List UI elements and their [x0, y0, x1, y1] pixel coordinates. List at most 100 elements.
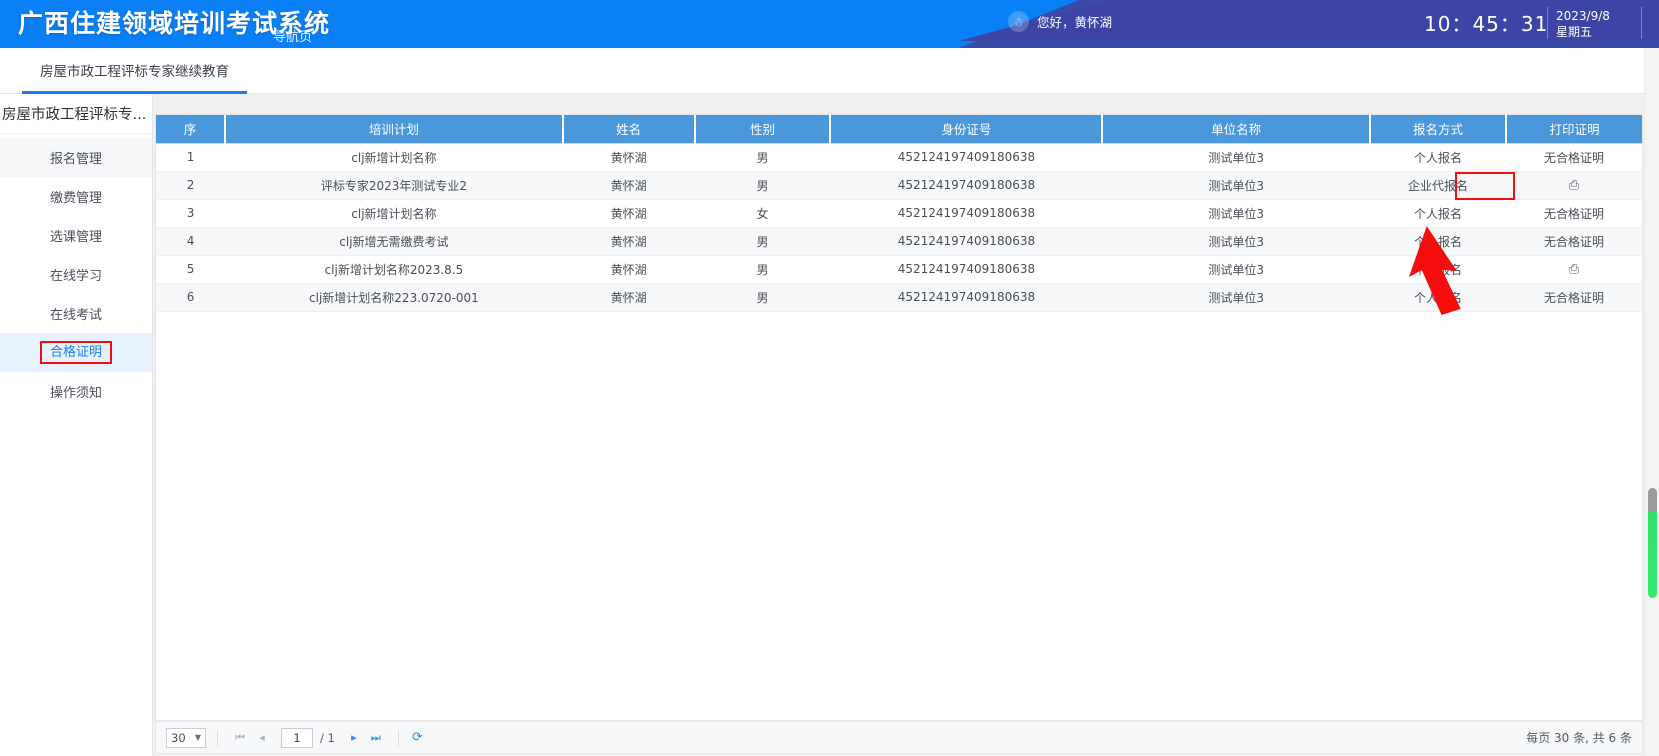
cell-registration-type: 企业代报名 [1370, 171, 1506, 200]
column-header-print: 打印证明 [1505, 115, 1642, 144]
cell-training-plan: clj新增计划名称223.0720-001 [225, 283, 563, 312]
cell-training-plan: clj新增计划名称 [225, 143, 563, 172]
table-row: 2 评标专家2023年测试专业2 黄怀湖男 452124197409180638 测试单… [156, 171, 1642, 200]
sidebar-item-online-exam[interactable]: 在线考试 [0, 294, 152, 333]
column-header-id: 身份证号 [830, 115, 1104, 144]
cell-seq: 5 [156, 255, 226, 284]
cell-training-plan: clj新增计划名称 [225, 199, 563, 228]
tab-bar: 房屋市政工程评标专家继续教育 [0, 48, 1659, 94]
cell-seq: 6 [156, 283, 226, 312]
sidebar-item-label: 在线学习 [49, 269, 102, 284]
sidebar-item-label: 在线考试 [49, 308, 102, 323]
user-avatar-icon: ☃ [1008, 11, 1029, 32]
cell-sex: 男 [694, 143, 831, 172]
user-greeting-area[interactable]: ☃ 您好，黄怀湖 [1008, 11, 1112, 32]
cell-unit-name: 测试单位3 [1102, 283, 1371, 312]
table-header-row: 序 培训计划 姓名 性别 身份证号 单位名称 报名方式 打印证明 [156, 115, 1642, 144]
tab-continuing-education[interactable]: 房屋市政工程评标专家继续教育 [22, 48, 247, 94]
refresh-icon[interactable]: ⟳ [411, 730, 423, 745]
date-display: 2023/9/8 星期五 [1556, 8, 1610, 40]
table-header: 序 培训计划 姓名 性别 身份证号 单位名称 报名方式 打印证明 [156, 115, 1642, 144]
cell-id-number: 452124197409180638 [830, 255, 1103, 284]
pagination-divider-1 [217, 729, 218, 746]
cell-sex: 男 [694, 283, 831, 312]
cell-unit-name: 测试单位3 [1102, 255, 1371, 284]
sidebar-item-payment[interactable]: 缴费管理 [0, 177, 152, 216]
cell-registration-type: 个人报名 [1370, 255, 1506, 284]
cell-name: 黄怀湖 [562, 171, 695, 200]
nav-home-link[interactable]: 导航页 [273, 30, 313, 45]
page-number-input[interactable]: 1 [281, 727, 313, 748]
cell-unit-name: 测试单位3 [1102, 171, 1371, 200]
sidebar-item-label: 操作须知 [49, 386, 102, 401]
sidebar-item-online-study[interactable]: 在线学习 [0, 255, 152, 294]
table-row: 5 clj新增计划名称2023.8.5 黄怀湖男 452124197409180638… [156, 255, 1642, 284]
pagination-divider-2 [397, 729, 399, 746]
column-header-registration-type: 报名方式 [1370, 115, 1507, 144]
sidebar-item-label: 选课管理 [49, 230, 102, 245]
cell-seq: 2 [156, 171, 226, 200]
cell-unit-name: 测试单位3 [1102, 143, 1371, 172]
table-row: 3 clj新增计划名称 黄怀湖女 452124197409180638 测试单位3 个人报… [156, 199, 1642, 228]
cell-seq: 3 [156, 199, 226, 228]
cell-print-certificate: 无合格证明 [1505, 143, 1642, 172]
cell-sex: 男 [694, 171, 831, 200]
cell-registration-type: 个人报名 [1370, 143, 1506, 172]
system-title: 广西住建领域培训考试系统 [18, 9, 331, 38]
column-header-seq: 序 [156, 115, 227, 144]
pagination-summary: 每页 30 条, 共 6 条 [1526, 731, 1632, 745]
page-size-select[interactable]: 30 ▼ [166, 727, 206, 748]
pagination-bar: 30 ▼ ⏮ ◂ 1 / 1 ▸ ⏭ ⟳ 每页 30 条, 共 6 条 [155, 721, 1643, 754]
user-greeting-text: 您好，黄怀湖 [1037, 15, 1113, 30]
page-size-value: 30 [171, 730, 186, 745]
total-pages-label: / 1 [320, 730, 335, 745]
page-scrollbar-thumb[interactable] [1648, 488, 1657, 598]
cell-sex: 男 [694, 227, 831, 256]
column-header-sex: 性别 [694, 115, 832, 144]
cell-sex: 男 [694, 255, 831, 284]
sidebar-item-course-selection[interactable]: 选课管理 [0, 216, 152, 255]
sidebar-menu: 报名管理 缴费管理 选课管理 在线学习 在线考试 合格证明 操作须知 [0, 134, 152, 411]
sidebar-title: 房屋市政工程评标专... [0, 94, 152, 134]
cell-id-number: 452124197409180638 [830, 171, 1103, 200]
column-header-name: 姓名 [562, 115, 696, 144]
sidebar-item-label: 合格证明 [39, 341, 112, 364]
next-page-icon[interactable]: ▸ [351, 731, 357, 744]
cell-name: 黄怀湖 [562, 199, 695, 228]
cell-seq: 4 [156, 227, 226, 256]
certificate-table-panel: 序 培训计划 姓名 性别 身份证号 单位名称 报名方式 打印证明 1 clj新增计… [155, 114, 1643, 721]
cell-name: 黄怀湖 [562, 227, 695, 256]
cell-id-number: 452124197409180638 [830, 143, 1103, 172]
prev-page-icon[interactable]: ◂ [259, 731, 265, 744]
weekday-text: 星期五 [1556, 25, 1593, 39]
cell-training-plan: clj新增计划名称2023.8.5 [225, 255, 563, 284]
table-row: 4 clj新增无需缴费考试 黄怀湖男 452124197409180638 测试单位3 个… [156, 227, 1642, 256]
cell-seq: 1 [156, 143, 226, 172]
cell-print-certificate: 无合格证明 [1505, 283, 1642, 312]
cell-name: 黄怀湖 [562, 283, 695, 312]
cell-print-certificate[interactable]: ⎙ [1505, 171, 1642, 200]
printer-icon[interactable]: ⎙ [1568, 262, 1580, 277]
table-row: 6 clj新增计划名称223.0720-001 黄怀湖男 45212419740918… [156, 283, 1642, 312]
sidebar-item-instructions[interactable]: 操作须知 [0, 372, 152, 411]
cell-unit-name: 测试单位3 [1102, 199, 1371, 228]
cell-name: 黄怀湖 [562, 143, 695, 172]
cell-registration-type: 个人报名 [1370, 227, 1506, 256]
cell-print-certificate[interactable]: ⎙ [1505, 255, 1642, 284]
printer-icon[interactable]: ⎙ [1568, 178, 1580, 193]
cell-sex: 女 [694, 199, 831, 228]
column-header-plan: 培训计划 [225, 115, 564, 144]
cell-id-number: 452124197409180638 [830, 199, 1103, 228]
last-page-icon[interactable]: ⏭ [370, 730, 381, 744]
sidebar-item-registration[interactable]: 报名管理 [0, 138, 152, 177]
header-divider-1 [1547, 7, 1548, 39]
first-page-icon[interactable]: ⏮ [235, 730, 245, 744]
sidebar-item-certificate[interactable]: 合格证明 [0, 333, 152, 372]
column-header-unit: 单位名称 [1102, 115, 1372, 144]
table-row: 1 clj新增计划名称 黄怀湖男 452124197409180638 测试单位3 个人报… [156, 143, 1642, 172]
page-scrollbar-track[interactable] [1644, 48, 1659, 756]
sidebar: 房屋市政工程评标专... 报名管理 缴费管理 选课管理 在线学习 在线考试 合格… [0, 94, 153, 756]
sidebar-item-label: 报名管理 [49, 152, 102, 167]
cell-print-certificate: 无合格证明 [1505, 199, 1642, 228]
